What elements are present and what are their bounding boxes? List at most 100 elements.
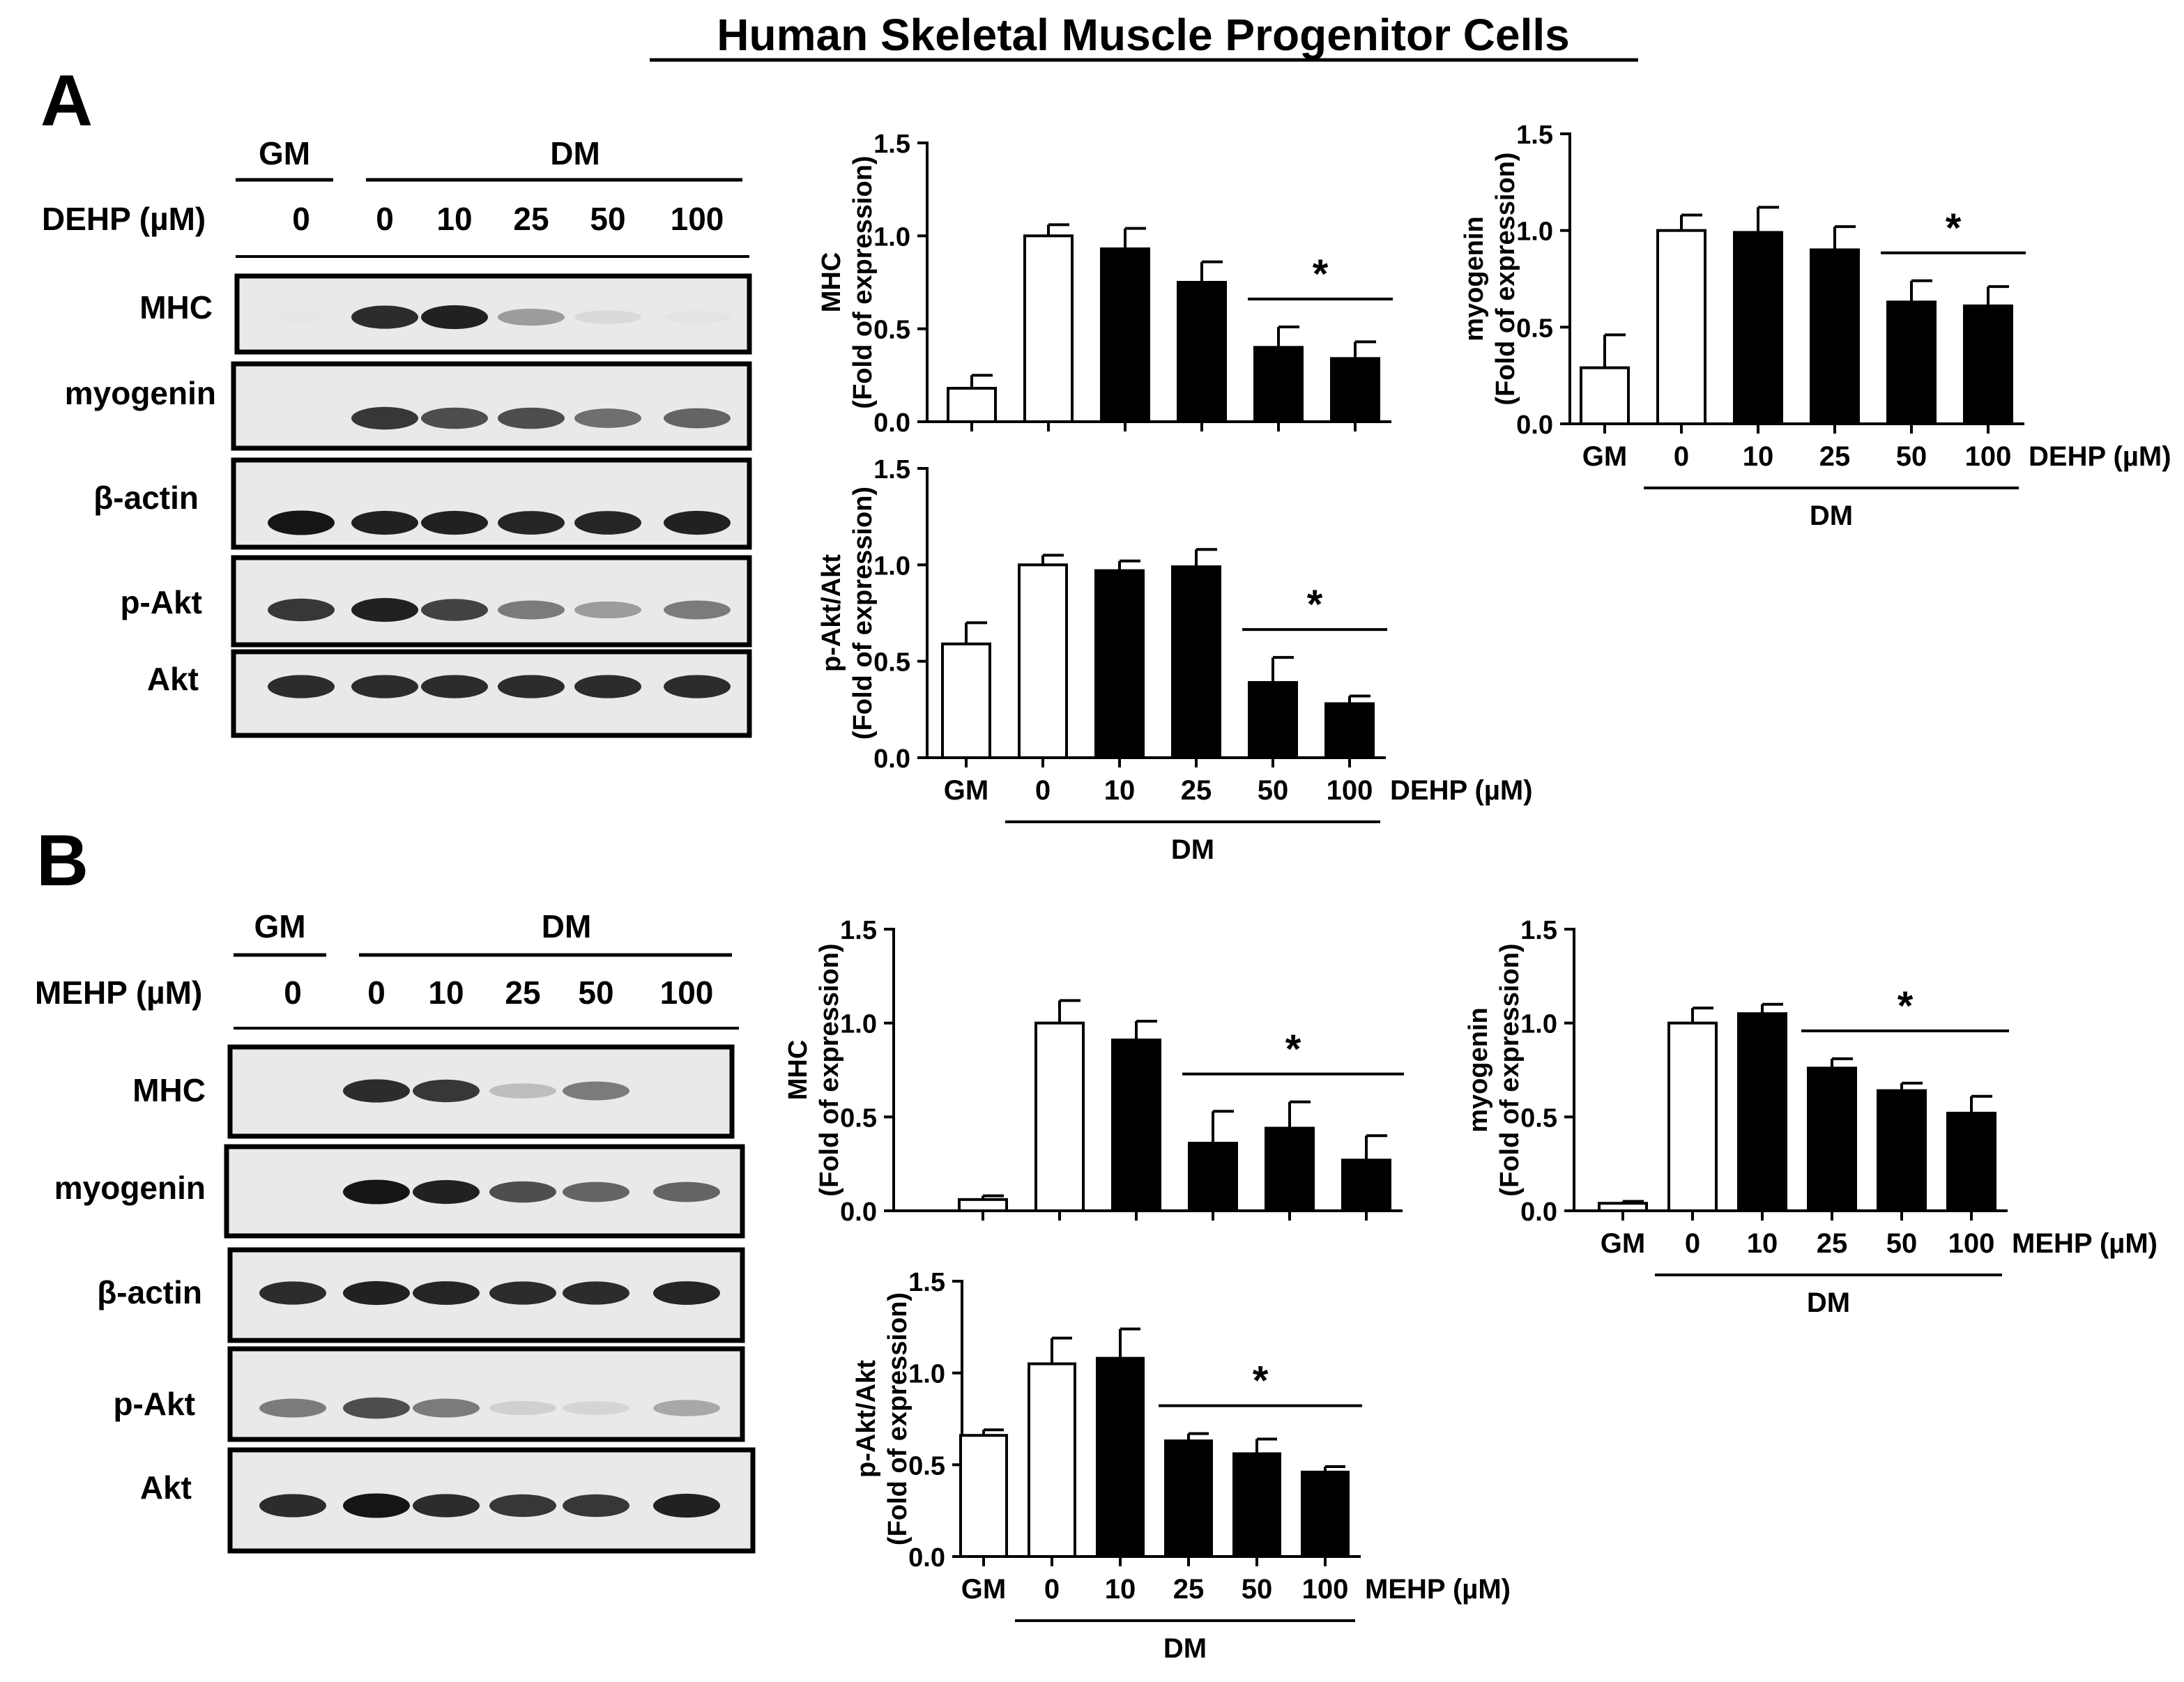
y-axis-label: myogenin [1460,216,1489,341]
blot-band [268,675,335,698]
y-tick-label: 1.5 [1516,121,1553,150]
blot-band [489,1083,556,1099]
bar [1733,231,1783,425]
blot-band [498,308,565,326]
blot-band [653,1182,720,1202]
blot-band [653,1400,720,1416]
blot-band [563,1182,629,1202]
x-tick-label: 10 [1747,1228,1778,1259]
x-tick-label: 10 [1105,1574,1136,1605]
blot-band [259,1281,326,1305]
chart-b-myogenin: 0.0 0.5 1.0 1.5 myogenin (Fold of expression)… [1464,916,2158,1318]
bar [1028,1362,1076,1558]
figure-title: Human Skeletal Muscle Progenitor Cells [717,10,1569,60]
bar [1232,1452,1281,1559]
bar [1324,702,1375,759]
blot-band [343,1179,410,1205]
blot-band [653,1493,720,1518]
significance-asterisk: * [1946,206,1962,251]
blot-band [259,1494,326,1517]
blot-label: Akt [140,1469,192,1506]
y-axis-label: MHC [784,1040,813,1101]
blot-band [351,510,418,535]
blot-band [498,675,565,698]
blot-frame [227,1346,745,1442]
blot-band [489,1281,556,1305]
chart-a-myogenin: 0.0 0.5 1.0 1.5 myogenin (Fold of expression)… [1460,121,2171,531]
bar [1946,1111,1996,1212]
dm-group-label: DM [1171,834,1214,865]
x-tick-label: 100 [1965,441,2012,472]
blot-band [664,510,731,535]
lane-label: 100 [660,974,714,1011]
blot-label: MHC [139,289,213,326]
blot-band [421,407,488,429]
bar [1034,1021,1085,1212]
lane-label: 10 [436,201,472,237]
lane-label: 0 [292,201,310,237]
y-tick-label: 1.5 [1520,916,1557,945]
y-tick-label: 0.5 [1516,314,1553,343]
bar [1330,357,1380,423]
blot-band [351,597,418,622]
blot-band [563,1401,629,1415]
blot-band [343,1280,410,1306]
x-tick-label: 10 [1743,441,1774,472]
y-tick-label: 0.0 [908,1543,945,1573]
x-tick-label: 25 [1819,441,1851,472]
bar [941,642,991,759]
blot-band [343,1079,410,1103]
treatment-axis-label: DEHP (µM) [1390,775,1533,806]
blot-band [413,1494,480,1517]
lane-label: 100 [671,201,724,237]
lane-label: 10 [428,974,464,1011]
bar [958,1198,1008,1212]
blot-band [421,305,488,330]
blot-label: Akt [147,661,199,697]
blot-band [259,1398,326,1418]
y-tick-label: 0.5 [908,1451,945,1481]
blot-band [413,1398,480,1418]
chart-b-mhc: 0.0 0.5 1.0 1.5 MHC (Fold of expression) * [784,916,1404,1227]
x-tick-label: 0 [1685,1228,1700,1259]
y-tick-label: 0.0 [840,1198,877,1227]
bar [959,1434,1008,1558]
y-axis-label: (Fold of expression) [848,487,878,740]
lane-label: 25 [513,201,549,237]
x-tick-label: GM [1601,1228,1645,1259]
blot-band [498,407,565,429]
blot-label: myogenin [65,375,216,411]
blot-band [664,310,731,324]
lane-label: 50 [590,201,625,237]
bar [1598,1202,1648,1213]
blot-band [574,601,641,619]
group-label-dm: DM [550,135,600,171]
blot-band [489,1494,556,1517]
blot-band [421,599,488,621]
y-axis-label: p-Akt/Akt [852,1360,881,1478]
group-label-gm: GM [254,908,305,945]
y-tick-label: 0.5 [1520,1103,1557,1133]
bar [1301,1470,1350,1559]
x-tick-label: 100 [1948,1228,1995,1259]
x-tick-label: 25 [1817,1228,1848,1259]
y-axis-label: p-Akt/Akt [817,554,846,672]
y-axis-label: (Fold of expression) [1491,152,1520,405]
y-tick-label: 1.0 [908,1360,945,1389]
bar [1656,229,1706,425]
blot-band [563,1081,629,1101]
blot-band [343,1493,410,1518]
blot-band [664,600,731,620]
bar [1094,569,1145,760]
blot-label: p-Akt [113,1386,195,1422]
blot-band [351,406,418,430]
bar [1096,1356,1145,1558]
bar [1100,247,1150,423]
x-tick-label: 0 [1035,775,1051,806]
blot-band [421,675,488,698]
x-tick-label: 50 [1242,1574,1273,1605]
x-tick-label: GM [944,775,988,806]
y-axis-label: (Fold of expression) [815,943,844,1196]
blot-label: MHC [132,1072,206,1108]
treatment-axis-label: MEHP (µM) [1365,1574,1511,1605]
